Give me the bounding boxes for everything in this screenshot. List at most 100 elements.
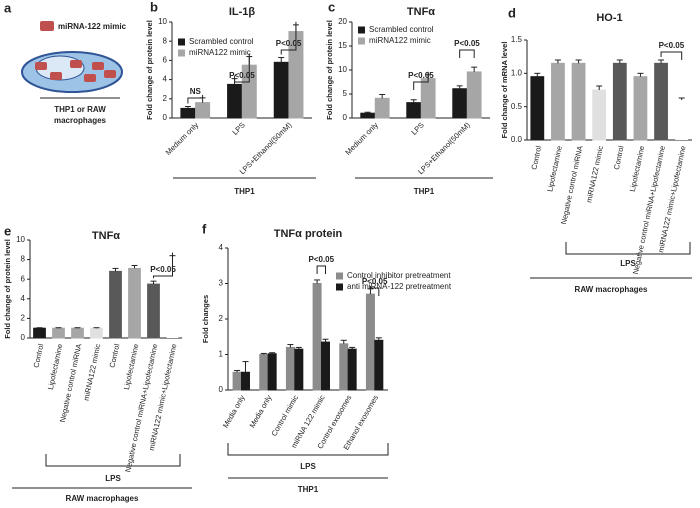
legend-swatch — [178, 49, 185, 57]
bar — [360, 112, 376, 119]
chart-title: IL-1β — [229, 6, 256, 18]
annotation: NS — [190, 87, 202, 96]
annotation: P<0.05 — [454, 39, 480, 48]
y-tick-label: 2 — [21, 314, 26, 323]
significance-bracket — [316, 265, 326, 274]
x-tick-label: Lipofectamine — [122, 343, 141, 391]
y-tick-label: 0 — [163, 113, 168, 122]
chart-title: TNFα — [92, 230, 120, 242]
mimic-icon — [35, 62, 47, 70]
panel-label: d — [508, 5, 516, 20]
group-bracket — [565, 242, 691, 255]
y-tick-label: 10 — [338, 65, 347, 74]
y-tick-label: 0 — [21, 333, 26, 342]
bar — [633, 76, 648, 141]
bar — [128, 267, 141, 339]
group-label: LPS — [620, 259, 636, 268]
legend-label: Control inhibitor pretreatment — [347, 271, 451, 280]
x-tick-label: Media only — [248, 393, 274, 429]
x-tick-label: Control — [529, 145, 543, 171]
y-axis-label: Fold change of mRNA level — [500, 42, 509, 139]
x-tick-label: Media only — [221, 393, 247, 429]
panel-label: e — [4, 223, 11, 238]
group-label: THP1 — [414, 187, 435, 196]
x-tick-label: miRNA122 mimic — [82, 343, 103, 402]
annotation: P<0.05 — [229, 71, 255, 80]
significance-bracket — [153, 252, 173, 279]
caption: macrophages — [54, 116, 107, 125]
y-tick-label: 8 — [163, 36, 168, 45]
y-tick-label: 6 — [21, 274, 26, 283]
x-tick-label: Medium only — [164, 120, 201, 157]
annotation: P<0.05 — [150, 265, 176, 274]
bar — [285, 346, 295, 391]
legend-label: Scrambled control — [189, 37, 254, 46]
y-tick-label: 0.5 — [511, 102, 523, 111]
bar — [33, 327, 46, 339]
bar — [52, 327, 65, 339]
legend-label: miRNA122 mimic — [369, 36, 431, 45]
legend-label: miRNA122 mimic — [189, 48, 251, 57]
legend-swatch — [336, 283, 343, 291]
y-tick-label: 2 — [163, 94, 168, 103]
bar — [654, 62, 668, 141]
annotation: P<0.05 — [276, 39, 302, 48]
mimic-icon — [92, 62, 104, 70]
y-tick-label: 15 — [338, 41, 347, 50]
y-tick-label: 0 — [343, 113, 348, 122]
bar — [466, 71, 482, 119]
bar — [267, 353, 277, 391]
mimic-icon — [40, 21, 54, 31]
y-tick-label: 4 — [21, 294, 26, 303]
bar — [259, 354, 269, 391]
y-tick-label: 8 — [21, 255, 26, 264]
significance-bracket — [280, 21, 297, 55]
bar — [452, 88, 468, 119]
bar — [320, 341, 330, 391]
group-label: THP1 — [298, 485, 319, 494]
x-tick-label: Lipofectamine — [46, 343, 65, 391]
bar — [347, 348, 357, 391]
y-tick-label: 4 — [219, 243, 224, 252]
group-label: LPS — [300, 462, 316, 471]
bar — [147, 283, 160, 339]
x-tick-label: Lipofectamine — [628, 145, 647, 193]
bar — [227, 83, 243, 119]
x-tick-label: miRNA122 mimic — [584, 145, 605, 204]
y-axis-label: Fold change of protein level — [3, 239, 12, 339]
group-label: LPS — [105, 474, 121, 483]
annotation: P<0.05 — [659, 41, 685, 50]
bar — [592, 89, 607, 141]
legend-swatch — [358, 37, 365, 45]
x-tick-label: Control — [612, 145, 626, 171]
bar — [195, 102, 211, 119]
legend-swatch — [358, 26, 365, 34]
bar — [294, 348, 304, 391]
legend-swatch — [336, 272, 343, 280]
annotation: P<0.05 — [408, 71, 434, 80]
x-tick-label: Medium only — [343, 120, 380, 157]
bar — [675, 100, 689, 140]
bar — [571, 62, 586, 141]
bar — [374, 339, 384, 391]
y-tick-label: 2 — [219, 314, 224, 323]
bar — [420, 78, 436, 119]
y-tick-label: 10 — [158, 17, 167, 26]
bar — [312, 283, 322, 391]
legend-label: anti miRNA-122 pretreatment — [347, 282, 452, 291]
y-tick-label: 0.0 — [511, 135, 523, 144]
bar — [71, 327, 84, 339]
bar — [109, 270, 122, 339]
x-tick-label: Control mimic — [269, 393, 300, 437]
bar — [406, 102, 422, 119]
legend-swatch — [178, 38, 185, 46]
panel-label: b — [150, 0, 158, 14]
bar — [240, 371, 250, 391]
group-bracket — [227, 443, 389, 456]
bar — [551, 62, 565, 141]
annotation: P<0.05 — [309, 255, 335, 264]
x-tick-label: LPS+Ethanol(50mM) — [416, 120, 472, 176]
group-bracket — [45, 454, 181, 467]
caption: THP1 or RAW — [54, 105, 106, 114]
